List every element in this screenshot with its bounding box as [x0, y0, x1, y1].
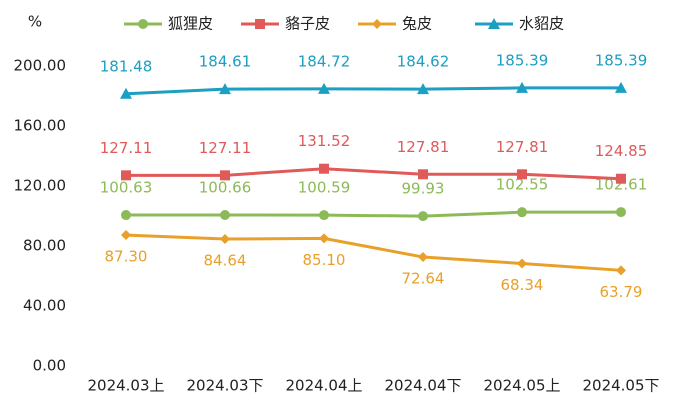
marker	[418, 211, 428, 222]
data-label: 84.64	[204, 252, 247, 270]
marker	[616, 207, 626, 218]
marker	[616, 265, 626, 276]
marker	[372, 19, 382, 29]
x-tick-label: 2024.04上	[285, 377, 362, 395]
y-tick-label: 40.00	[23, 297, 66, 315]
marker	[417, 83, 429, 95]
legend-label: 兔皮	[402, 15, 432, 33]
data-label: 102.61	[595, 176, 648, 194]
marker	[516, 81, 528, 93]
data-label: 85.10	[303, 251, 346, 269]
marker	[318, 82, 330, 94]
data-label: 131.52	[298, 132, 351, 150]
y-tick-label: 0.00	[33, 357, 66, 375]
marker	[121, 170, 131, 181]
series-line	[125, 233, 622, 272]
data-label: 181.48	[100, 57, 153, 75]
data-label: 127.81	[496, 138, 549, 156]
data-label: 184.62	[397, 53, 450, 71]
marker	[255, 19, 265, 29]
marker	[220, 170, 230, 181]
data-label: 63.79	[600, 283, 643, 301]
marker	[220, 234, 230, 245]
marker	[220, 210, 230, 221]
marker	[517, 169, 527, 180]
y-tick-label: 200.00	[14, 57, 67, 75]
x-tick-label: 2024.03上	[87, 377, 164, 395]
marker	[418, 169, 428, 180]
data-label: 184.61	[199, 53, 252, 71]
data-label: 127.11	[100, 139, 153, 157]
data-label: 68.34	[501, 276, 544, 294]
y-tick-label: 120.00	[14, 177, 67, 195]
marker	[120, 87, 132, 99]
legend-label: 水貂皮	[519, 15, 564, 33]
series-line	[126, 167, 622, 181]
marker	[488, 18, 500, 29]
data-label: 185.39	[496, 51, 549, 69]
y-axis-label: %	[28, 13, 42, 31]
marker	[121, 230, 131, 241]
marker	[319, 210, 329, 221]
data-label: 99.93	[402, 180, 445, 198]
marker	[418, 252, 428, 263]
legend-label: 貉子皮	[285, 15, 330, 33]
data-label: 100.66	[199, 179, 252, 197]
data-label: 72.64	[402, 270, 445, 288]
marker	[138, 19, 148, 29]
data-label: 127.81	[397, 138, 450, 156]
series-line	[125, 210, 622, 218]
x-tick-label: 2024.04下	[384, 377, 461, 395]
marker	[517, 207, 527, 218]
x-tick-label: 2024.05下	[582, 377, 659, 395]
data-label: 100.59	[298, 179, 351, 197]
data-label: 87.30	[105, 248, 148, 266]
x-tick-label: 2024.03下	[186, 377, 263, 395]
data-label: 100.63	[100, 179, 153, 197]
data-label: 102.55	[496, 176, 549, 194]
data-label: 124.85	[595, 142, 648, 160]
y-tick-label: 160.00	[14, 117, 67, 135]
y-tick-label: 80.00	[23, 237, 66, 255]
marker	[615, 81, 627, 93]
marker	[517, 258, 527, 269]
x-tick-label: 2024.05上	[483, 377, 560, 395]
marker	[319, 163, 329, 174]
data-label: 127.11	[199, 139, 252, 157]
data-label: 185.39	[595, 51, 648, 69]
legend-label: 狐狸皮	[168, 15, 213, 33]
series-line	[125, 86, 621, 96]
data-label: 184.72	[298, 52, 351, 70]
marker	[319, 233, 329, 244]
marker	[616, 173, 626, 184]
marker	[121, 210, 131, 221]
marker	[219, 83, 231, 95]
